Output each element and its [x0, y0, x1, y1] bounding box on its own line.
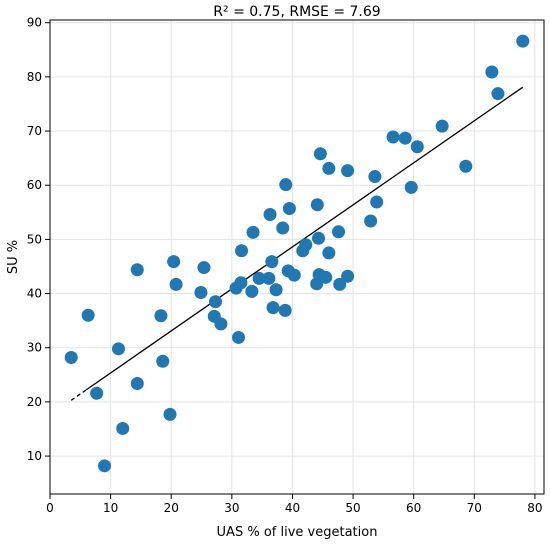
data-point [116, 421, 130, 435]
x-axis-ticks: 0 10 20 30 40 50 60 70 80 [46, 494, 543, 515]
data-point [370, 195, 384, 209]
data-point [322, 161, 336, 175]
data-point [130, 376, 144, 390]
y-axis-ticks: 10 20 30 40 50 60 70 80 90 [27, 16, 50, 463]
x-tick-label: 30 [224, 501, 239, 515]
data-point [252, 271, 266, 285]
data-point [214, 317, 228, 331]
data-point [282, 202, 296, 216]
data-point [194, 285, 208, 299]
data-point [276, 221, 290, 235]
data-point [81, 308, 95, 322]
data-point [269, 283, 283, 297]
data-point [235, 244, 249, 258]
y-axis-label: SU % [6, 240, 21, 274]
x-tick-label: 80 [527, 501, 542, 515]
chart-title: R² = 0.75, RMSE = 7.69 [213, 4, 380, 20]
data-point [386, 130, 400, 144]
data-point [163, 407, 177, 421]
grid-lines [49, 20, 544, 494]
y-tick-label: 70 [27, 124, 42, 138]
data-point [322, 246, 336, 260]
data-point [169, 277, 183, 291]
x-axis-label: UAS % of live vegetation [217, 525, 378, 540]
data-point [130, 263, 144, 277]
data-point [333, 277, 347, 291]
x-tick-label: 20 [164, 501, 179, 515]
data-point [234, 276, 248, 290]
data-point [364, 214, 378, 228]
data-point [435, 119, 449, 133]
data-point [299, 238, 313, 252]
fit-line-group [70, 86, 524, 401]
y-tick-label: 60 [27, 178, 42, 192]
data-point [332, 225, 346, 239]
data-point [341, 269, 355, 283]
x-tick-label: 10 [103, 501, 118, 515]
data-point [278, 303, 292, 317]
data-point [167, 255, 181, 269]
data-point [197, 261, 211, 275]
x-tick-label: 50 [345, 501, 360, 515]
data-point [64, 350, 78, 364]
data-point [341, 164, 355, 178]
data-point [287, 268, 301, 282]
data-point [398, 131, 412, 145]
y-tick-label: 40 [27, 287, 42, 301]
y-tick-label: 50 [27, 232, 42, 246]
y-tick-label: 80 [27, 70, 42, 84]
plot-frame [49, 19, 545, 495]
data-point [266, 301, 280, 315]
data-point [368, 170, 382, 184]
data-point [516, 34, 530, 48]
data-point [404, 180, 418, 194]
y-tick-label: 10 [27, 449, 42, 463]
fit-line-extrapolated [70, 389, 87, 401]
data-point [410, 140, 424, 154]
data-point [491, 87, 505, 101]
y-tick-label: 90 [27, 16, 42, 30]
data-point [459, 159, 473, 173]
data-point [485, 65, 499, 79]
y-tick-label: 30 [27, 341, 42, 355]
data-point [319, 270, 333, 284]
data-point [98, 459, 112, 473]
data-point [245, 284, 259, 298]
data-point [156, 354, 170, 368]
data-point [312, 231, 326, 245]
y-tick-label: 20 [27, 395, 42, 409]
data-point [313, 147, 327, 161]
data-point [246, 225, 260, 239]
data-point [154, 309, 168, 323]
data-points [64, 34, 530, 473]
x-tick-label: 0 [46, 501, 54, 515]
data-point [90, 386, 104, 400]
data-point [263, 207, 277, 221]
data-point [208, 295, 222, 309]
data-point [279, 178, 293, 192]
data-point [232, 330, 246, 344]
data-point [310, 198, 324, 212]
x-tick-label: 40 [285, 501, 300, 515]
data-point [262, 271, 276, 285]
x-tick-label: 70 [467, 501, 482, 515]
data-point [265, 255, 279, 269]
x-tick-label: 60 [406, 501, 421, 515]
data-point [111, 342, 125, 356]
